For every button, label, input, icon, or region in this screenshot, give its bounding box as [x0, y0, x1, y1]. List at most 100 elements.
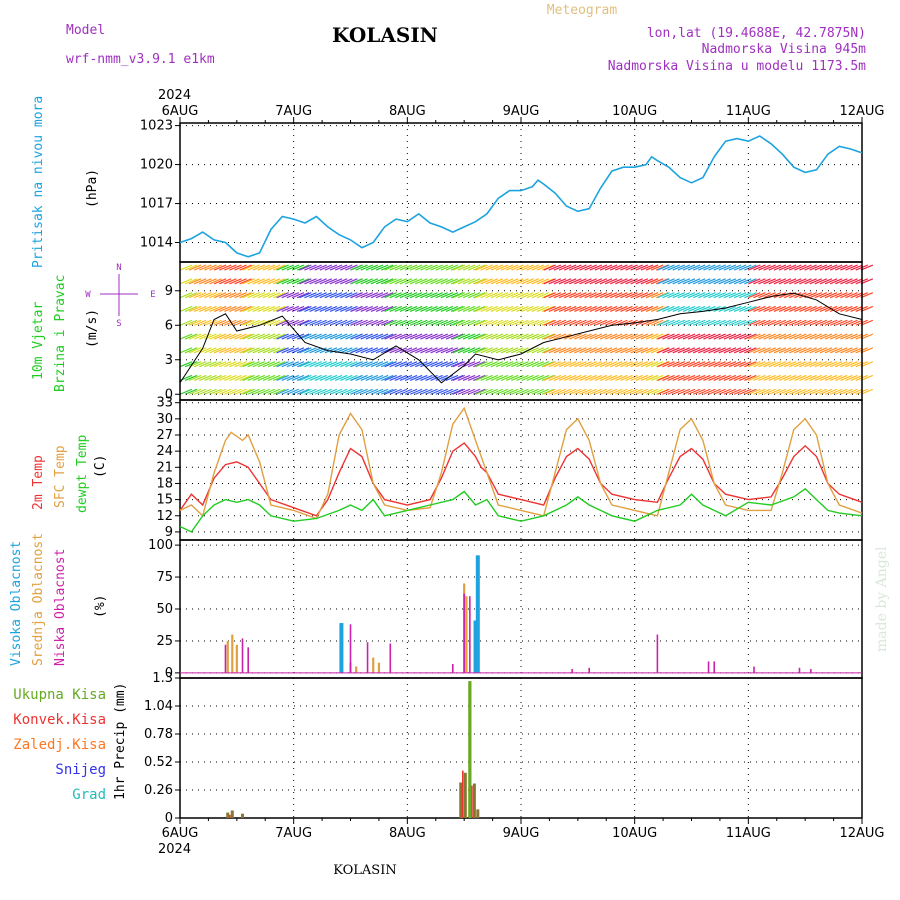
wind-barb: [692, 319, 706, 326]
wind-barb: [380, 278, 394, 285]
cloud-low-bar: [810, 669, 812, 673]
wind-barb: [789, 264, 802, 271]
wind-barb: [329, 292, 343, 299]
wind-barb: [748, 319, 761, 326]
wind-barb: [435, 388, 448, 395]
wind-barb: [276, 347, 289, 354]
wind-ytick-label: 3: [165, 353, 173, 368]
wind-barb: [319, 305, 333, 313]
wind-barb: [430, 319, 443, 326]
wind-barb: [604, 305, 618, 313]
wind-barb: [625, 305, 638, 313]
wind-barb: [267, 361, 281, 368]
wind-barb: [662, 292, 675, 299]
wind-barb: [229, 292, 242, 299]
wind-barb: [239, 278, 252, 285]
wind-barb: [184, 388, 198, 395]
wind-barb: [840, 388, 853, 395]
wind-barb: [645, 333, 659, 340]
wind-barb: [753, 388, 766, 395]
wind-barb: [733, 347, 747, 354]
wind-barb: [281, 278, 294, 285]
wind-barb: [304, 292, 317, 299]
wind-barb: [548, 361, 562, 368]
wind-barb: [394, 388, 408, 395]
wind-barb: [209, 333, 222, 340]
wind-barb: [708, 374, 721, 382]
wind-barb: [521, 388, 534, 395]
compass-w: W: [85, 290, 91, 300]
wind-barb: [286, 305, 300, 313]
wind-barb: [319, 264, 333, 271]
wind-barb: [485, 374, 498, 382]
wind-barb: [193, 292, 207, 299]
wind-barb: [713, 278, 726, 285]
wind-barb: [768, 278, 782, 285]
wind-barb: [778, 361, 792, 368]
wind-barb: [365, 361, 379, 368]
wind-barb: [324, 333, 338, 340]
wind-barb: [291, 319, 305, 326]
wind-barb: [708, 264, 721, 271]
wind-barb: [783, 305, 797, 313]
wind-barb: [703, 278, 716, 285]
temp-2m-line: [179, 442, 863, 517]
wind-barb: [584, 361, 597, 368]
wind-barb: [753, 292, 766, 299]
wind-barb: [687, 388, 701, 395]
wind-barb: [299, 319, 312, 326]
wind-barb: [184, 333, 198, 340]
wind-barb: [728, 374, 742, 382]
wind-barb: [430, 333, 443, 340]
wind-barb: [733, 333, 747, 340]
wind-barb: [350, 292, 363, 299]
wind-barb: [687, 374, 701, 382]
wind-barb: [380, 388, 394, 395]
wind-barb: [399, 319, 413, 326]
wind-barb: [739, 347, 752, 354]
wind-barb: [584, 388, 597, 395]
wind-barb: [708, 388, 721, 395]
wind-barb: [541, 292, 555, 299]
wind-barb: [541, 319, 555, 326]
wind-barb: [480, 292, 493, 299]
wind-barb: [420, 264, 433, 271]
wind-barb: [553, 374, 567, 382]
wind-barb: [667, 361, 680, 368]
wind-barb: [204, 319, 217, 326]
wind-barb: [733, 361, 747, 368]
wind-barb: [272, 278, 286, 285]
x-tick-label-bottom: 7AUG: [275, 826, 312, 841]
wind-barb: [276, 333, 289, 340]
legend-frozen: Zaledj.Kisa: [13, 737, 106, 753]
wind-barb: [744, 264, 757, 271]
wind-barb: [650, 361, 664, 368]
wind-barb: [495, 305, 509, 313]
wind-barb: [224, 305, 237, 313]
wind-barb: [543, 388, 556, 395]
wind-barb: [773, 305, 787, 313]
wind-barb: [179, 333, 193, 340]
wind-barb: [319, 388, 333, 395]
temp-ytick-label: 30: [156, 412, 173, 427]
wind-barb: [526, 292, 539, 299]
wind-barb: [299, 292, 312, 299]
wind-barb: [314, 374, 327, 382]
wind-barb: [505, 374, 519, 382]
wind-barb: [334, 305, 348, 313]
wind-barb: [783, 374, 797, 382]
wind-barb: [840, 374, 853, 382]
wind-barb: [252, 388, 265, 395]
cloud-mid-bar: [377, 662, 381, 673]
wind-barb: [824, 361, 838, 368]
wind-barb: [404, 278, 418, 285]
wind-barb: [620, 333, 633, 340]
wind-barb: [452, 333, 466, 340]
wind-barb: [703, 374, 716, 382]
wind-barb: [247, 361, 260, 368]
wind-barb: [748, 374, 761, 382]
wind-barb: [355, 278, 368, 285]
wind-barb: [789, 292, 802, 299]
wind-barb: [773, 361, 787, 368]
wind-barb: [389, 319, 402, 326]
